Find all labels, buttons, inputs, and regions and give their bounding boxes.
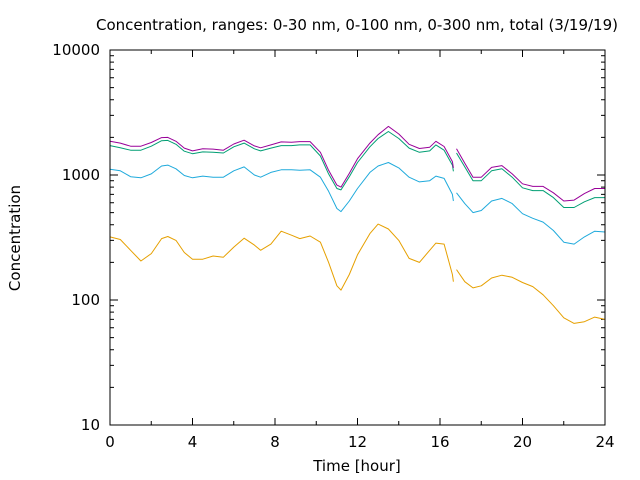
plot-frame [109,49,606,426]
y-tick-label: 10000 [52,41,100,59]
y-tick-label: 1000 [62,166,100,184]
axis-ticks [109,49,606,426]
series-3-line-segment-1 [456,148,605,202]
series-1-line-segment-1 [456,192,606,245]
series-lines [109,125,606,324]
x-axis-label: Time [hour] [312,457,401,475]
series-2-line-segment-1 [456,152,605,208]
chart-title: Concentration, ranges: 0-30 nm, 0-100 nm… [96,16,618,34]
x-tick-label: 8 [270,433,280,451]
x-tick-label: 12 [348,433,367,451]
y-tick-label: 100 [71,291,100,309]
series-0-line-segment-0 [109,223,454,291]
y-axis-label: Concentration [6,185,24,291]
x-tick-label: 24 [595,433,614,451]
x-tick-label: 20 [513,433,532,451]
series-3-line-segment-0 [109,125,454,188]
x-tick-label: 0 [105,433,115,451]
series-2-line-segment-0 [109,131,454,191]
y-tick-label: 10 [81,416,100,434]
x-tick-label: 16 [430,433,449,451]
tick-labels: 0 4 8 12 16 20 24 10 100 1000 10000 [52,41,614,451]
series-1-line-segment-0 [109,162,454,213]
x-tick-label: 4 [188,433,198,451]
series-0-line-segment-1 [456,269,606,324]
